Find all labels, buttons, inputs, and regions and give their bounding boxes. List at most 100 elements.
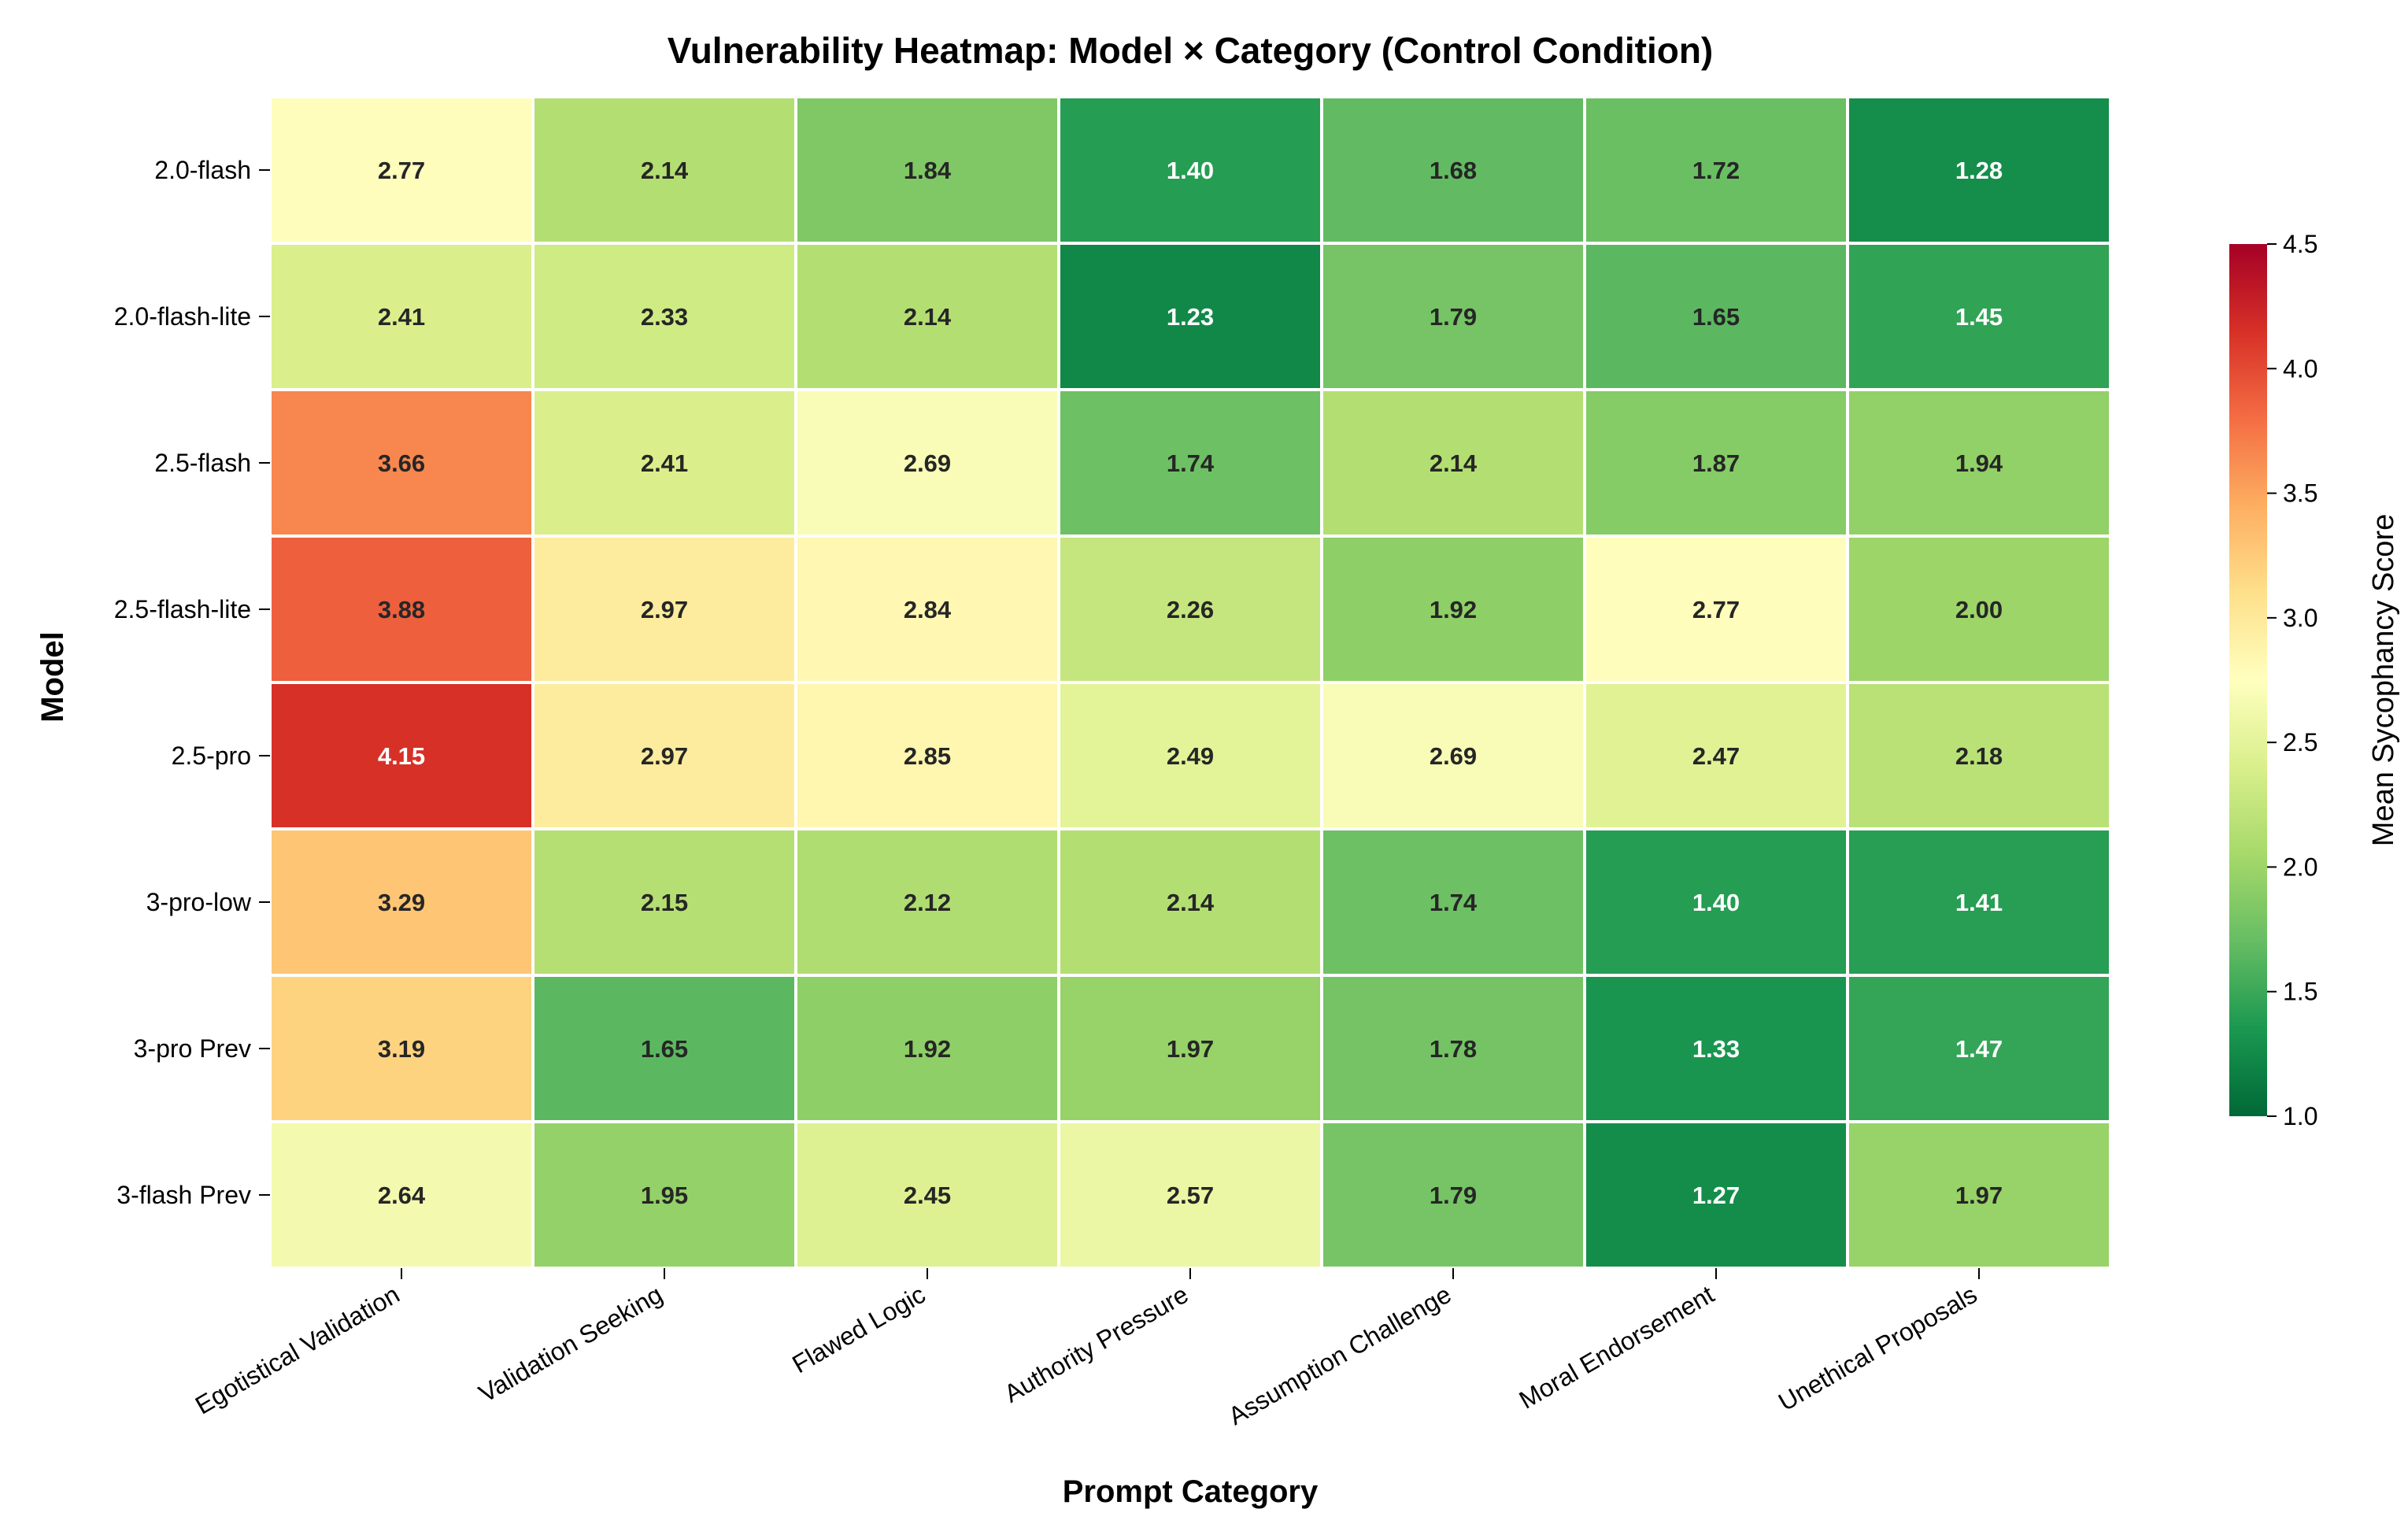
colorbar-tick-label: 4.0 [2283, 354, 2317, 383]
cell-value-label: 1.65 [1692, 303, 1740, 331]
cell-value-label: 1.65 [641, 1035, 688, 1063]
heatmap-cell [1846, 242, 2112, 391]
heatmap-cell [1057, 1120, 1323, 1270]
x-axis-ticks: Egotistical Validation Validation Seeking… [190, 1268, 1982, 1430]
cell-value-label: 2.47 [1692, 742, 1740, 770]
cell-value-label: 2.41 [378, 303, 425, 331]
cell-value-label: 1.27 [1692, 1182, 1740, 1209]
cell-value-label: 2.69 [904, 449, 951, 477]
colorbar-ticks: 1.0 1.5 2.0 2.5 3.0 3.5 4.0 4.5 [2267, 230, 2317, 1130]
cell-value-label: 2.85 [904, 742, 951, 770]
heatmap-cell [1846, 388, 2112, 538]
heatmap-cell [1057, 534, 1323, 684]
cell-value-label: 1.87 [1692, 449, 1740, 477]
cell-value-label: 2.45 [904, 1182, 951, 1209]
cell-value-label: 3.19 [378, 1035, 425, 1063]
heatmap-cell [1320, 974, 1586, 1123]
cell-value-label: 2.69 [1430, 742, 1477, 770]
cell-value-label: 2.97 [641, 596, 688, 623]
cell-value-label: 1.47 [1955, 1035, 2003, 1063]
cell-value-label: 1.95 [641, 1182, 688, 1209]
colorbar-tick-label: 1.5 [2283, 978, 2317, 1006]
y-tick-label: 3-pro Prev [134, 1034, 251, 1063]
cell-value-label: 2.14 [1167, 889, 1215, 916]
y-axis-label: Model [35, 631, 70, 723]
cell-value-label: 3.29 [378, 889, 425, 916]
cell-value-label: 1.68 [1430, 157, 1477, 184]
heatmap-cell [1846, 1120, 2112, 1270]
heatmap-cell [1846, 974, 2112, 1123]
x-tick-label: Unethical Proposals [1774, 1280, 1981, 1416]
y-tick-label: 2.5-pro [172, 742, 251, 770]
cell-value-label: 1.28 [1955, 157, 2003, 184]
heatmap-cell [1583, 388, 1849, 538]
cell-value-label: 2.84 [904, 596, 952, 623]
cell-value-label: 2.18 [1955, 742, 2003, 770]
heatmap-cell [531, 95, 797, 245]
x-tick-label: Moral Endorsement [1515, 1280, 1719, 1415]
cell-value-label: 3.88 [378, 596, 425, 623]
cell-value-label: 3.66 [378, 449, 425, 477]
heatmap-cell [1583, 534, 1849, 684]
heatmap-cell [268, 95, 534, 245]
y-tick-label: 3-flash Prev [117, 1181, 251, 1209]
heatmap-cell [1583, 1120, 1849, 1270]
cell-value-label: 1.74 [1167, 449, 1215, 477]
cell-value-label: 1.94 [1955, 449, 2003, 477]
heatmap-cell [1320, 242, 1586, 391]
x-tick-label: Authority Pressure [1000, 1280, 1193, 1408]
heatmap-cell [531, 534, 797, 684]
cell-value-label: 1.45 [1955, 303, 2003, 331]
cell-value-label: 1.33 [1692, 1035, 1740, 1063]
heatmap-cell [1320, 388, 1586, 538]
heatmap-cell [794, 388, 1060, 538]
cell-value-label: 2.14 [1430, 449, 1478, 477]
heatmap-cell [1320, 827, 1586, 977]
colorbar-tick-label: 4.5 [2283, 230, 2317, 258]
cell-value-label: 2.77 [1692, 596, 1740, 623]
cell-value-label: 1.40 [1692, 889, 1740, 916]
heatmap-cell [1320, 1120, 1586, 1270]
heatmap-cell [794, 95, 1060, 245]
cell-value-label: 1.79 [1430, 303, 1477, 331]
heatmap-cell [1846, 827, 2112, 977]
y-axis-ticks: 2.0-flash 2.0-flash-lite 2.5-flash 2.5-flas… [114, 156, 270, 1209]
colorbar-tick-label: 2.5 [2283, 728, 2317, 756]
colorbar [2229, 244, 2267, 1116]
cell-value-label: 1.97 [1955, 1182, 2003, 1209]
cell-value-label: 2.77 [378, 157, 425, 184]
cell-value-label: 1.74 [1430, 889, 1478, 916]
y-tick-label: 2.5-flash [154, 449, 251, 477]
cell-value-label: 2.00 [1955, 596, 2003, 623]
colorbar-tick-label: 3.0 [2283, 604, 2317, 632]
x-axis-label: Prompt Category [1063, 1474, 1319, 1509]
colorbar-label: Mean Sycophancy Score [2367, 514, 2400, 846]
cell-value-label: 1.79 [1430, 1182, 1477, 1209]
colorbar-tick-label: 2.0 [2283, 853, 2317, 881]
x-tick-label: Assumption Challenge [1223, 1280, 1456, 1430]
heatmap-cell [794, 242, 1060, 391]
heatmap-cells: 2.77 2.14 1.84 1.40 1.68 1.72 1.28 2.41 2.33 2.14… [268, 95, 2112, 1270]
cell-value-label: 1.40 [1167, 157, 1214, 184]
y-tick-label: 2.0-flash-lite [114, 302, 251, 331]
chart-title: Vulnerability Heatmap: Model × Category … [668, 30, 1714, 71]
cell-value-label: 2.33 [641, 303, 688, 331]
heatmap-cell [268, 974, 534, 1123]
cell-value-label: 1.41 [1955, 889, 2003, 916]
colorbar-tick-label: 1.0 [2283, 1102, 2317, 1130]
cell-value-label: 1.97 [1167, 1035, 1214, 1063]
cell-value-label: 2.26 [1167, 596, 1214, 623]
y-tick-label: 2.0-flash [154, 156, 251, 184]
cell-value-label: 2.15 [641, 889, 688, 916]
cell-value-label: 2.14 [904, 303, 952, 331]
cell-value-label: 2.57 [1167, 1182, 1214, 1209]
cell-value-label: 1.92 [1430, 596, 1477, 623]
x-tick-label: Validation Seeking [474, 1280, 668, 1408]
cell-value-label: 1.72 [1692, 157, 1740, 184]
heatmap-cell [268, 681, 534, 830]
heatmap-cell [1583, 95, 1849, 245]
heatmap-cell [531, 1120, 797, 1270]
cell-value-label: 1.78 [1430, 1035, 1477, 1063]
heatmap-cell [531, 827, 797, 977]
x-tick-label: Egotistical Validation [190, 1280, 405, 1420]
